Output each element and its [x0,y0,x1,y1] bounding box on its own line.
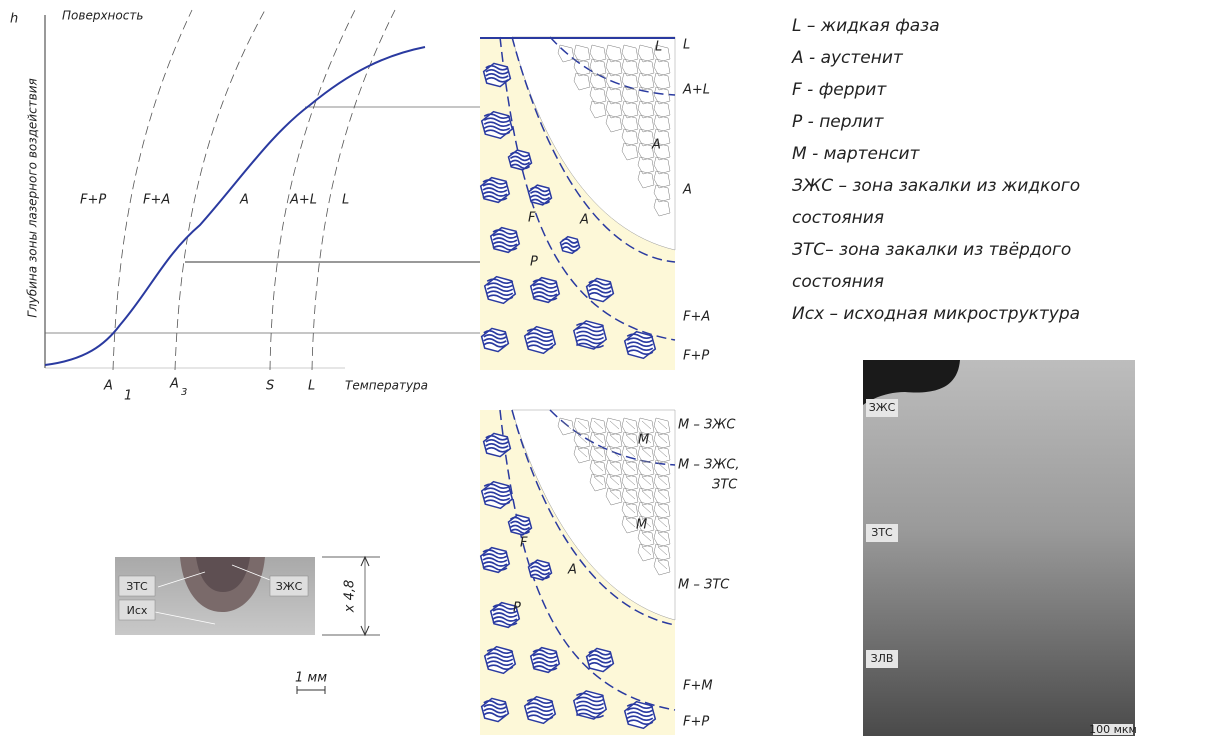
level-label: L [683,38,690,53]
micrograph [863,360,1135,736]
legend-line: состояния [792,208,884,228]
level-label: F+P [683,715,709,730]
region-label: F+P [80,193,106,208]
level-label: A [682,183,692,198]
grain-label: A [567,563,577,578]
point-label: A [103,379,113,394]
grain-label: M [636,518,647,533]
point-sub: 1 [124,389,132,404]
level-label: M – ЗЖС, [678,458,740,473]
surface-label: Поверхность [62,9,143,23]
point-label: L [308,379,315,394]
point-sub: 3 [181,387,187,398]
micro-label: ЗЖС [869,401,896,414]
cooling-structure [480,410,675,735]
level-label: A+L [682,83,710,98]
phase-boundary [175,10,265,370]
macro-section: ЗТС ЗЖС Исх x 4,8 1 мм [115,557,380,694]
micro-label: ЗЛВ [871,652,894,665]
grain-label: F [520,536,528,551]
region-label: F+A [143,193,170,208]
legend-line: Исх – исходная микроструктура [792,304,1080,324]
legend-line: состояния [792,272,884,292]
level-label: ЗТС [712,478,738,493]
grain [509,515,532,535]
grain [560,237,579,254]
scale-label: 100 мкм [1089,723,1137,736]
grain [531,648,560,673]
figure: h Поверхность Глубина зоны лазерного воз… [0,0,1220,737]
grain [529,185,552,205]
phase-boundary [113,10,192,370]
level-label: F+M [683,679,713,694]
point-label: A [169,377,179,392]
level-label: M – ЗТС [678,578,730,593]
region-label: L [342,193,349,208]
legend-line: ЗЖС – зона закалки из жидкого [792,176,1080,196]
grain [491,228,520,253]
legend-line: A - аустенит [791,48,904,68]
grain [529,560,552,580]
region-label: A+L [289,193,317,208]
grain-label: A [651,138,661,153]
point-label: S [266,379,274,394]
micro-label: ЗТС [871,526,893,539]
grain-label: M [638,433,649,448]
grain [509,150,532,170]
macro-label: ЗЖС [276,580,303,593]
phase-boundary [312,10,395,370]
macro-label: ЗТС [126,580,148,593]
scale-bar [297,686,325,694]
legend-line: ЗТС– зона закалки из твёрдого [792,240,1071,260]
grain-label: L [655,40,662,55]
legend: L – жидкая фаза A - аустенит F - феррит P -… [791,16,1080,324]
grain [481,178,510,203]
legend-line: F - феррит [792,80,887,100]
level-label: M – ЗЖС [678,418,736,433]
grain [531,278,560,303]
legend-line: P - перлит [792,112,884,132]
x-axis-label: Температура [345,379,428,393]
y-axis-label: Глубина зоны лазерного воздействия [26,78,40,318]
legend-line: L – жидкая фаза [792,16,940,36]
phase-boundary [270,10,355,370]
grain [481,548,510,573]
grain-label: P [530,255,538,270]
macro-label: Исх [127,604,148,617]
h-label: h [10,12,18,27]
scale-label: 1 мм [295,671,327,686]
region-label: A [239,193,249,208]
grain-label: A [579,213,589,228]
level-label: F+P [683,349,709,364]
grain-label: P [513,601,521,616]
level-label: F+A [683,310,710,325]
micrograph-photo [863,360,1135,736]
heating-structure [480,37,675,370]
legend-line: M - мартенсит [792,144,921,164]
magnification: x 4,8 [343,580,358,614]
grain-label: F [528,211,536,226]
